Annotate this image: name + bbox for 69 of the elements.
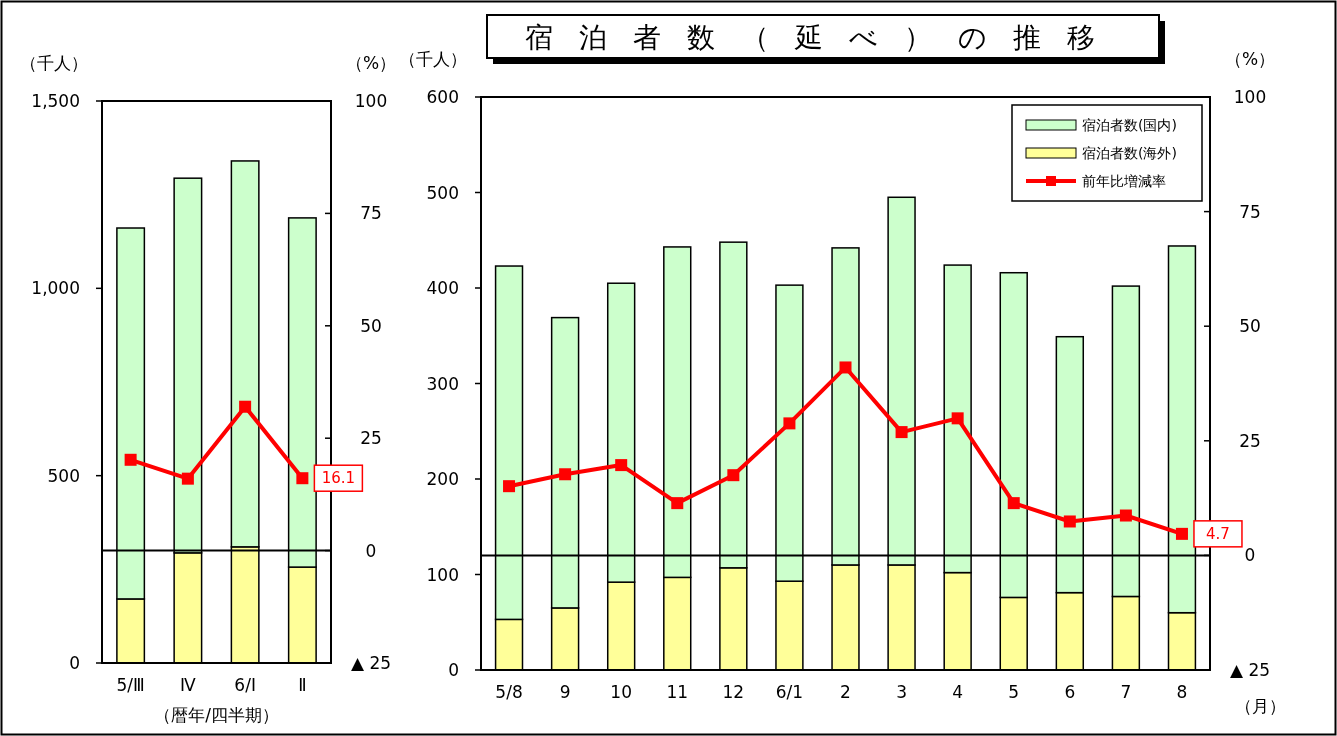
y-tick-label: 0 (448, 660, 459, 680)
y2-tick-label: 0 (1244, 545, 1256, 566)
x-tick-label: 4 (952, 682, 964, 702)
y-tick-label: 100 (426, 564, 459, 585)
y2-axis-title: （%） (345, 53, 397, 73)
y2-tick-label: ▲ 25 (1229, 660, 1271, 680)
x-tick-label: 12 (722, 682, 745, 702)
x-tick-label: 9 (559, 682, 571, 702)
point (239, 400, 252, 413)
point (181, 472, 194, 485)
point (1063, 515, 1076, 528)
legend-label: 前年比増減率 (1082, 173, 1166, 189)
x-tick-label: 3 (896, 682, 907, 702)
y2-axis-title: （%） (1224, 49, 1276, 69)
point (1175, 527, 1188, 540)
y-axis-title: （千人） (399, 49, 467, 69)
point (951, 412, 964, 425)
x-tick-label: 5/8 (495, 682, 523, 702)
y-tick-label: 400 (426, 278, 459, 298)
x-tick-label: 6 (1064, 682, 1076, 702)
x-tick-label: 11 (666, 682, 689, 702)
y-tick-label: 500 (47, 465, 80, 486)
y2-tick-label: 25 (1239, 430, 1261, 451)
y-tick-label: 1,000 (31, 278, 80, 299)
x-axis-title: （暦年/四半期） (154, 705, 279, 725)
x-tick-label: 2 (840, 682, 851, 702)
x-tick-label: 5/Ⅲ (116, 675, 145, 695)
point (124, 453, 137, 466)
y-axis-title: （千人） (20, 53, 88, 73)
legend-label: 宿泊者数(国内) (1082, 117, 1177, 133)
y-tick-label: 0 (69, 653, 80, 673)
y2-tick-label: 0 (365, 540, 377, 561)
data-label: 4.7 (1206, 524, 1230, 543)
y2-tick-label: 50 (360, 315, 382, 336)
x-tick-label: Ⅳ (180, 675, 197, 695)
point (1119, 509, 1132, 522)
y2-tick-label: 75 (1239, 201, 1261, 222)
x-axis-title: （月） (1234, 696, 1286, 716)
x-tick-label: 10 (610, 682, 633, 702)
point (727, 469, 740, 482)
point (671, 497, 684, 510)
x-tick-label: Ⅱ (298, 675, 307, 695)
y-tick-label: 500 (426, 182, 459, 203)
point (615, 459, 628, 472)
y2-tick-label: 50 (1239, 316, 1261, 337)
y2-tick-label: 100 (354, 91, 388, 111)
data-label: 16.1 (321, 469, 356, 488)
point (839, 361, 852, 374)
y-tick-label: 1,500 (31, 91, 80, 111)
point (296, 472, 309, 485)
x-tick-label: 8 (1176, 682, 1188, 702)
point (559, 468, 572, 481)
x-tick-label: 7 (1120, 682, 1132, 702)
y2-tick-label: 100 (1233, 87, 1267, 107)
point (783, 417, 796, 430)
chart-title: 宿泊者数（延べ）の推移 (525, 21, 1121, 54)
point (503, 480, 516, 493)
x-tick-label: 6/1 (775, 682, 804, 702)
y-tick-label: 600 (426, 87, 459, 107)
legend-label: 宿泊者数(海外) (1082, 145, 1177, 161)
point (1007, 497, 1020, 510)
y2-tick-label: 25 (360, 428, 382, 449)
y-tick-label: 200 (426, 469, 459, 489)
y-tick-label: 300 (426, 373, 459, 394)
y2-tick-label: ▲ 25 (350, 653, 392, 673)
y2-tick-label: 75 (360, 203, 382, 224)
x-tick-label: 5 (1008, 682, 1020, 702)
x-tick-label: 6/Ⅰ (234, 675, 256, 695)
point (895, 426, 908, 439)
